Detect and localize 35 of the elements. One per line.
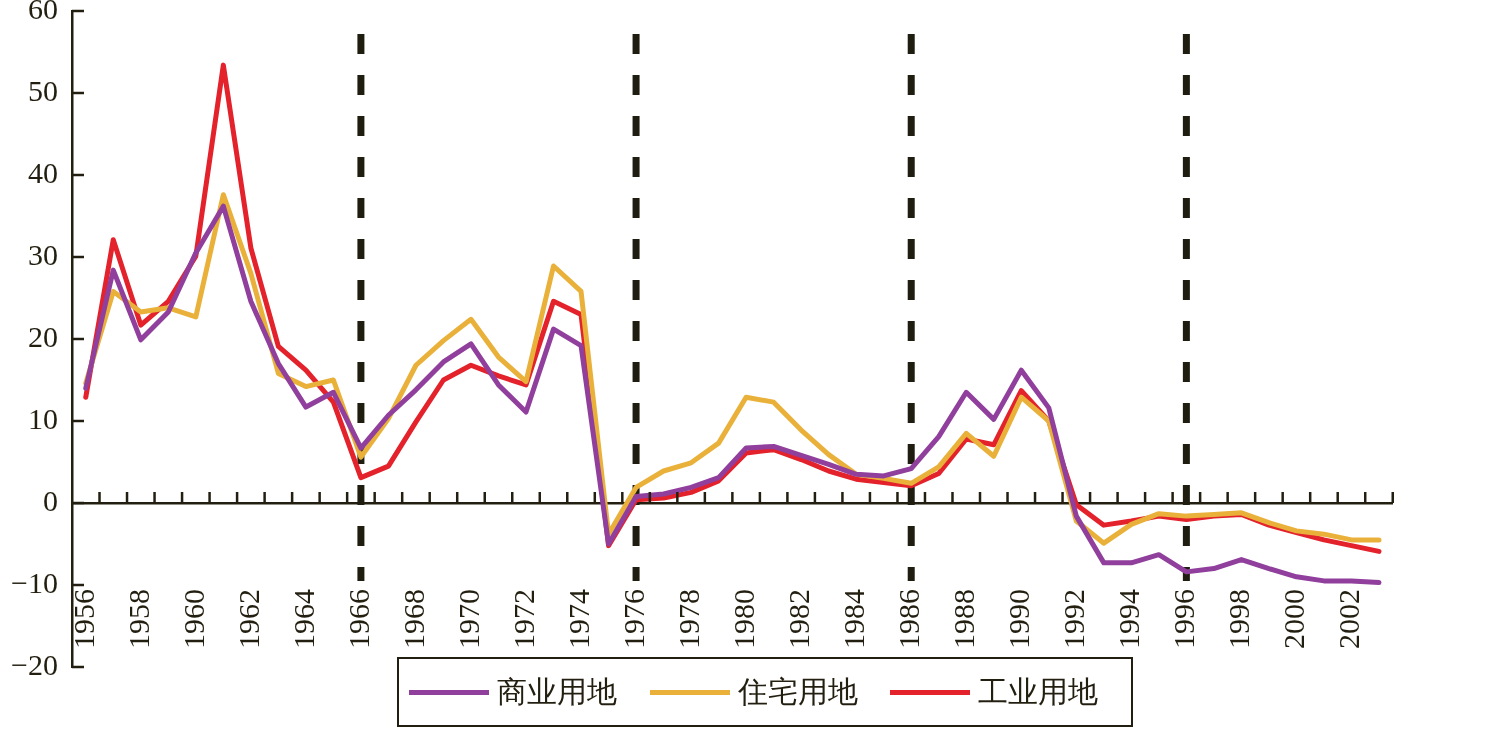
x-tick-label: 1982 [782, 589, 816, 649]
y-tick-label: 0 [43, 483, 58, 517]
x-tick-label: 1990 [1002, 589, 1036, 649]
x-tick-label: 1994 [1112, 589, 1146, 649]
y-tick-label: 40 [28, 155, 58, 189]
y-tick-label: 30 [28, 237, 58, 271]
x-tick-label: 1960 [176, 589, 210, 649]
x-tick-label: 2002 [1332, 589, 1366, 649]
legend-label: 工业用地 [978, 673, 1099, 710]
x-tick-label: 1996 [1167, 589, 1201, 649]
x-tick-label: 1958 [121, 589, 155, 649]
x-tick-label: 1966 [341, 589, 375, 649]
x-tick-label: 1962 [231, 589, 265, 649]
x-tick-label: 1976 [616, 589, 650, 649]
y-tick-label: −10 [11, 565, 58, 599]
x-tick-label: 1988 [947, 589, 981, 649]
x-tick-label: 1984 [837, 589, 871, 649]
y-tick-label: −20 [11, 647, 58, 681]
x-tick-label: 1972 [506, 589, 540, 649]
x-tick-label: 1970 [451, 589, 485, 649]
x-tick-label: 1986 [892, 589, 926, 649]
x-tick-label: 1980 [727, 589, 760, 649]
x-tick-label: 1978 [671, 589, 705, 649]
y-tick-label: 20 [28, 319, 58, 353]
x-tick-label: 1964 [286, 589, 320, 649]
x-tick-label: 1998 [1222, 589, 1256, 649]
x-tick-label: 1956 [66, 589, 100, 649]
x-tick-label: 1992 [1057, 589, 1091, 649]
y-tick-label: 10 [28, 401, 58, 435]
legend-label: 住宅用地 [737, 673, 858, 710]
x-tick-label: 1968 [396, 589, 430, 649]
x-tick-label: 1974 [561, 589, 595, 649]
legend-label: 商业用地 [497, 673, 617, 710]
y-tick-label: 50 [28, 73, 58, 107]
x-tick-label: 2000 [1277, 589, 1311, 649]
